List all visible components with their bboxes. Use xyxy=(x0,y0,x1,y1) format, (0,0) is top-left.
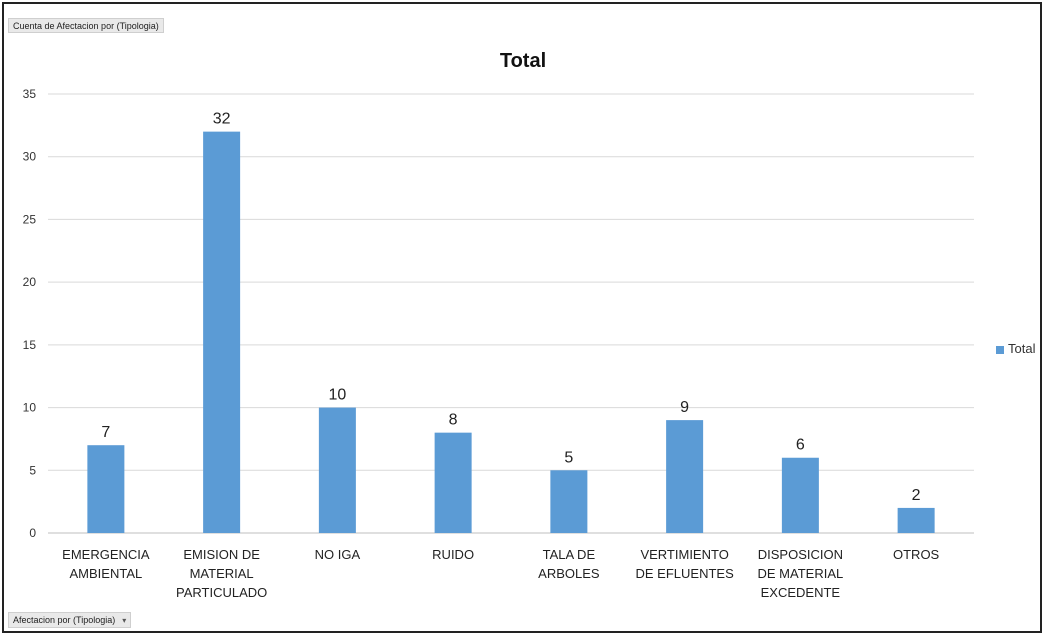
y-tick-label: 30 xyxy=(23,150,37,164)
legend-swatch xyxy=(996,345,1004,354)
bar xyxy=(318,407,356,533)
y-tick-label: 10 xyxy=(23,401,37,415)
bar xyxy=(550,470,588,533)
y-tick-label: 15 xyxy=(23,338,37,352)
bar xyxy=(781,457,819,533)
axis-field-label: Afectacion por (Tipologia) xyxy=(13,615,116,625)
data-label: 7 xyxy=(101,424,110,441)
pivot-values-field-button[interactable]: Cuenta de Afectacion por (Tipologia) xyxy=(8,18,164,33)
x-tick-label: EMISION DE MATERIAL PARTICULADO xyxy=(176,547,267,600)
data-label: 6 xyxy=(796,437,805,454)
data-label: 10 xyxy=(328,387,346,404)
bar xyxy=(666,420,704,533)
chart-legend: Total xyxy=(996,341,1035,356)
y-tick-label: 35 xyxy=(23,87,37,101)
bar xyxy=(897,507,935,533)
x-tick-label: TALA DE ARBOLES xyxy=(538,547,600,581)
x-tick-label: OTROS xyxy=(893,547,940,562)
x-tick-label: DISPOSICION DE MATERIAL EXCEDENTE xyxy=(758,547,844,600)
y-tick-label: 0 xyxy=(29,526,36,540)
dropdown-arrow-icon[interactable]: ▾ xyxy=(122,616,127,625)
data-label: 5 xyxy=(564,449,573,466)
data-label: 8 xyxy=(449,412,458,429)
data-label: 2 xyxy=(912,487,921,504)
y-tick-label: 5 xyxy=(29,463,36,477)
legend-label: Total xyxy=(1008,341,1036,356)
bar xyxy=(87,445,125,533)
data-label: 9 xyxy=(680,399,689,416)
y-tick-label: 25 xyxy=(23,212,37,226)
chart-title: Total xyxy=(499,50,547,72)
values-field-label: Cuenta de Afectacion por (Tipologia) xyxy=(13,21,159,31)
x-tick-label: VERTIMIENTO DE EFLUENTES xyxy=(636,547,735,581)
x-tick-label: RUIDO xyxy=(432,547,474,562)
data-label: 32 xyxy=(213,111,231,128)
bar xyxy=(203,131,241,533)
x-tick-label: EMERGENCIA AMBIENTAL xyxy=(62,547,150,581)
bar xyxy=(434,432,472,533)
y-tick-label: 20 xyxy=(23,275,37,289)
x-tick-label: NO IGA xyxy=(315,547,361,562)
pivot-axis-field-button[interactable]: Afectacion por (Tipologia) ▾ xyxy=(8,612,132,628)
